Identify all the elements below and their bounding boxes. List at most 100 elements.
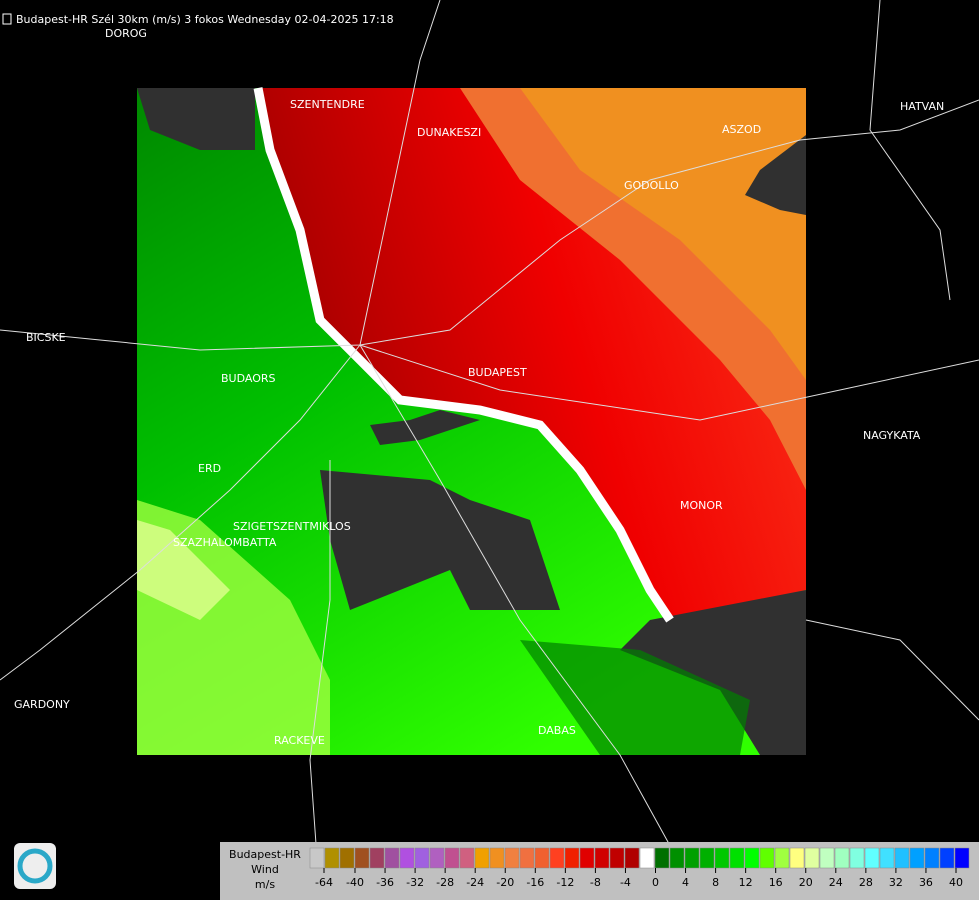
legend-tick-label: 36 — [919, 876, 933, 889]
place-label: DUNAKESZI — [417, 126, 481, 139]
legend-tick-label: 24 — [829, 876, 843, 889]
wind-field-orange2 — [520, 88, 806, 380]
legend-swatch — [789, 847, 805, 869]
legend-tick-label: -16 — [526, 876, 544, 889]
place-labels: DOROG SZENTENDRE DUNAKESZI HATVAN ASZOD GODOL… — [14, 27, 969, 899]
legend-tick-label: 16 — [769, 876, 783, 889]
legend-tick-label: -36 — [376, 876, 394, 889]
legend-swatch — [339, 847, 355, 869]
place-label: SZIGETSZENTMIKLOS — [233, 520, 351, 533]
legend-swatch — [399, 847, 415, 869]
place-label: BUDAORS — [221, 372, 276, 385]
legend-swatch — [309, 847, 325, 869]
place-label: DABAS — [538, 724, 576, 737]
place-label: BUDAPEST — [468, 366, 527, 379]
legend-swatch — [954, 847, 970, 869]
legend-swatch — [384, 847, 400, 869]
legend-swatch — [444, 847, 460, 869]
legend-swatch — [819, 847, 835, 869]
legend-swatch — [759, 847, 775, 869]
legend-swatch — [534, 847, 550, 869]
no-data — [370, 410, 480, 445]
legend-tick-label: -32 — [406, 876, 424, 889]
no-data — [320, 470, 560, 610]
legend-swatch — [939, 847, 955, 869]
legend-swatch — [804, 847, 820, 869]
legend-tick-label: 40 — [949, 876, 963, 889]
place-label: GARDONY — [14, 698, 70, 711]
legend-swatch — [354, 847, 370, 869]
legend-tick-label: 28 — [859, 876, 873, 889]
legend-tick-label: 4 — [682, 876, 689, 889]
legend-swatch — [474, 847, 490, 869]
legend-swatch — [369, 847, 385, 869]
legend-tick-label: -12 — [556, 876, 574, 889]
legend-swatch — [414, 847, 430, 869]
legend-swatch — [459, 847, 475, 869]
legend-swatch — [924, 847, 940, 869]
legend-swatch — [879, 847, 895, 869]
place-label: MONOR — [680, 499, 723, 512]
legend-swatch — [429, 847, 445, 869]
legend-swatch — [324, 847, 340, 869]
legend-swatch — [864, 847, 880, 869]
legend-tick-label: -28 — [436, 876, 454, 889]
legend-tick-label: 20 — [799, 876, 813, 889]
logo-mark — [17, 848, 53, 884]
legend-swatch — [549, 847, 565, 869]
title: Budapest-HR Szél 30km (m/s) 3 fokos Wedn… — [16, 13, 394, 26]
legend-swatch — [834, 847, 850, 869]
legend-swatch — [774, 847, 790, 869]
legend-swatch — [504, 847, 520, 869]
place-label: GODOLLO — [624, 179, 679, 192]
legend-swatch — [579, 847, 595, 869]
legend-swatch — [729, 847, 745, 869]
legend-swatch — [684, 847, 700, 869]
legend-swatch — [849, 847, 865, 869]
legend-swatch — [714, 847, 730, 869]
no-data — [137, 88, 255, 150]
legend-tick-label: -24 — [466, 876, 484, 889]
zero-line — [253, 87, 674, 623]
place-label: RACKEVE — [274, 734, 325, 747]
place-label: DOROG — [105, 27, 147, 40]
wind-field-dark — [520, 640, 750, 755]
legend-tick-label: 32 — [889, 876, 903, 889]
legend-tick-label: -4 — [620, 876, 631, 889]
legend-tick-label: -20 — [496, 876, 514, 889]
legend-tick-label: 12 — [739, 876, 753, 889]
legend-swatch — [699, 847, 715, 869]
legend-text: m/s — [255, 878, 275, 891]
legend-swatch — [609, 847, 625, 869]
legend-swatch — [564, 847, 580, 869]
legend-tick-label: -40 — [346, 876, 364, 889]
legend-tick-label: 0 — [652, 876, 659, 889]
legend-swatch — [909, 847, 925, 869]
icon — [2, 13, 12, 25]
legend-text: Wind — [251, 863, 279, 876]
place-label: SZENTENDRE — [290, 98, 365, 111]
legend-swatch — [594, 847, 610, 869]
legend-tick-label: 8 — [712, 876, 719, 889]
wind-field-yellow — [137, 520, 230, 620]
place-label: ASZOD — [722, 123, 761, 136]
legend-swatch — [669, 847, 685, 869]
legend-swatch — [894, 847, 910, 869]
place-label: ERD — [198, 462, 221, 475]
place-label: SZAZHALOMBATTA — [173, 536, 277, 549]
place-label: NAGYKATA — [863, 429, 921, 442]
legend-swatch — [489, 847, 505, 869]
no-data — [745, 135, 806, 215]
place-label: HATVAN — [900, 100, 944, 113]
legend-tick-label: -8 — [590, 876, 601, 889]
no-data — [620, 590, 806, 755]
legend-swatch — [744, 847, 760, 869]
legend-swatch — [624, 847, 640, 869]
legend-swatch — [519, 847, 535, 869]
legend-swatch — [654, 847, 670, 869]
legend-text: Budapest-HR — [229, 848, 301, 861]
legend-tick-label: -64 — [315, 876, 333, 889]
